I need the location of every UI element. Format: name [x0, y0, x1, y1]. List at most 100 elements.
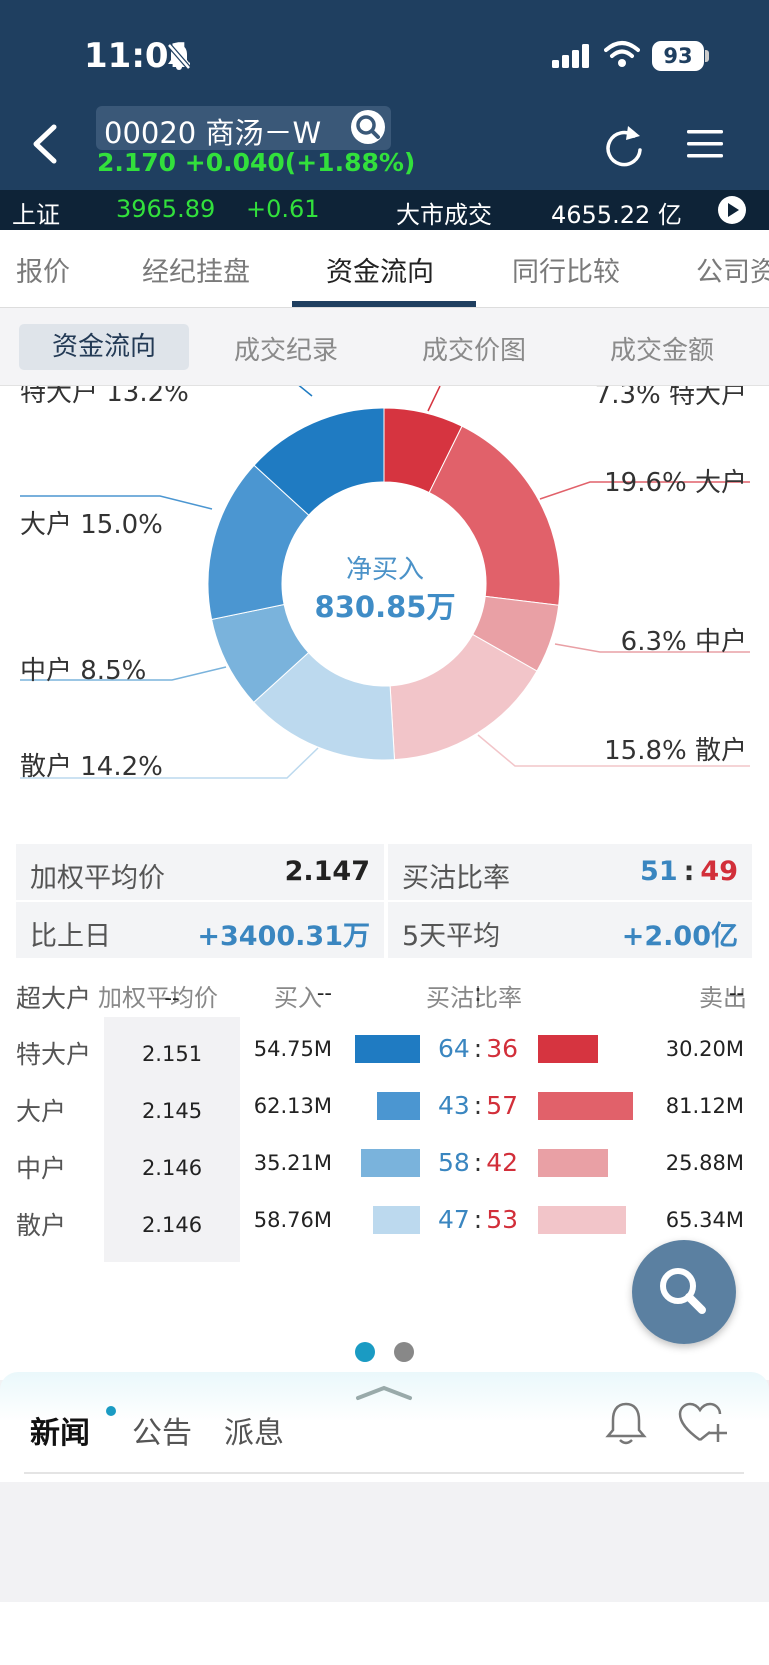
active-tab-indicator: [292, 301, 476, 307]
money-flow-chart: 7.3% 特大户 19.6% 大户 6.3% 中户 15.8% 散户 散户 14…: [0, 386, 769, 840]
net-buy-title: 净买入: [345, 555, 424, 585]
row-ratio-sell: 53: [486, 1205, 519, 1234]
bell-icon[interactable]: [604, 1400, 648, 1448]
row-ratio-sell: 36: [486, 1034, 519, 1063]
sub-tabs: 资金流向 成交纪录 成交价图 成交金额: [0, 308, 769, 386]
bell-muted-icon: [167, 43, 191, 70]
donut-slice-sell-1: [428, 425, 561, 606]
slice-label-sell-large: 19.6% 大户: [604, 468, 747, 498]
page-dot-2[interactable]: [394, 1342, 414, 1362]
subtab-price-chart[interactable]: 成交价图: [422, 336, 527, 366]
ratio-separator: :: [683, 856, 695, 887]
index-value: 3965.89: [116, 195, 216, 223]
turnover-value: 4655.22 亿: [551, 201, 682, 229]
prev-day-label: 比上日: [30, 921, 111, 952]
buy-share-bar: [361, 1149, 420, 1177]
row-ratio: 47:53: [418, 1205, 538, 1234]
drawer-handle-icon[interactable]: [354, 1384, 414, 1404]
five-day-cell: 5天平均 +2.00亿: [388, 902, 752, 958]
row-label: 散户: [16, 1211, 67, 1240]
slice-label-buy-large: 大户 15.0%: [20, 510, 163, 540]
row-buy-amount: 54.75M: [253, 1037, 332, 1061]
row-ratio-buy: 64: [437, 1034, 470, 1063]
row-label: 特大户: [16, 1040, 92, 1069]
slice-label-sell-retail: 15.8% 散户: [604, 736, 747, 766]
row-label: 大户: [16, 1097, 67, 1126]
leader-buy-retail: [20, 747, 319, 779]
floating-search-button[interactable]: [632, 1240, 736, 1344]
row-ratio-sell: 42: [486, 1148, 519, 1177]
back-arrow-icon[interactable]: [30, 124, 58, 164]
row-buy-amount: --: [316, 981, 332, 1005]
menu-icon[interactable]: [685, 128, 725, 160]
weighted-avg-value: 2.147: [284, 856, 370, 887]
page-dot-1[interactable]: [355, 1342, 375, 1362]
row-label: 中户: [16, 1154, 67, 1183]
row-sell-amount: 25.88M: [665, 1151, 744, 1175]
row-ratio-separator: :: [473, 1205, 483, 1234]
stock-price-change: 2.170 +0.040(+1.88%): [97, 148, 416, 177]
row-ratio: 43:57: [418, 1091, 538, 1120]
news-tab-news[interactable]: 新闻: [30, 1416, 90, 1451]
ratio-value: 51:49: [640, 856, 738, 887]
sell-share-bar: [538, 1092, 633, 1120]
prev-day-cell: 比上日 +3400.31万: [16, 902, 384, 958]
wifi-icon: [604, 41, 640, 67]
row-ratio-buy: 58: [437, 1148, 470, 1177]
magnifier-icon: [660, 1268, 706, 1314]
leader-sell-medium: [554, 643, 750, 653]
page-indicator: [0, 1330, 769, 1380]
index-change: +0.61: [246, 195, 320, 223]
battery-indicator: 93: [652, 41, 704, 71]
cellular-signal-icon: [552, 44, 589, 68]
news-tab-announcements[interactable]: 公告: [132, 1416, 192, 1451]
row-buy-amount: 35.21M: [253, 1151, 332, 1175]
weighted-avg-label: 加权平均价: [30, 863, 165, 894]
row-weighted-avg: 2.151: [141, 1042, 203, 1066]
prev-day-value: +3400.31万: [197, 921, 370, 952]
row-ratio-separator: :: [473, 1091, 483, 1120]
stock-name: 00020 商汤－W: [104, 116, 322, 150]
stock-selector[interactable]: 00020 商汤－W: [96, 106, 391, 150]
row-ratio-separator: :: [473, 978, 483, 1007]
news-panel: 新闻 公告 派息: [0, 1372, 769, 1482]
buy-share-bar: [355, 1035, 420, 1063]
subtab-trade-record[interactable]: 成交纪录: [234, 336, 339, 366]
refresh-icon[interactable]: [602, 122, 646, 170]
weighted-avg-cell: 加权平均价 2.147: [16, 844, 384, 900]
tab-peer-comparison[interactable]: 同行比较: [512, 257, 620, 288]
sell-share-bar: [538, 1149, 608, 1177]
tab-broker-queue[interactable]: 经纪挂盘: [142, 257, 250, 288]
row-ratio: :: [418, 978, 538, 1007]
row-ratio-separator: :: [473, 1034, 483, 1063]
ratio-sell: 49: [700, 856, 738, 887]
market-ticker-bar[interactable]: 上证 3965.89 +0.61 大市成交 4655.22 亿: [0, 190, 769, 230]
tab-quote[interactable]: 报价: [16, 257, 70, 288]
search-icon[interactable]: [351, 110, 385, 144]
sell-share-bar: [538, 1035, 598, 1063]
favorite-add-icon[interactable]: [678, 1402, 730, 1446]
header-weighted-avg: 加权平均价: [98, 984, 218, 1012]
five-day-value: +2.00亿: [621, 921, 738, 952]
row-ratio-buy: 43: [437, 1091, 470, 1120]
slice-label-buy-retail: 散户 14.2%: [20, 752, 163, 782]
ratio-buy: 51: [640, 856, 678, 887]
summary-panel: 加权平均价 2.147 买沽比率 51:49 比上日 +3400.31万 5天平…: [0, 840, 769, 960]
play-icon[interactable]: [718, 196, 746, 224]
row-ratio-separator: :: [473, 1148, 483, 1177]
leader-sell-large: [539, 481, 750, 500]
row-sell-amount: 30.20M: [665, 1037, 744, 1061]
donut-chart: [20, 386, 750, 779]
tab-company-info[interactable]: 公司资: [696, 257, 769, 288]
subtab-turnover[interactable]: 成交金额: [610, 336, 715, 366]
row-ratio: 64:36: [418, 1034, 538, 1063]
slice-label-buy-medium: 中户 8.5%: [20, 656, 147, 686]
tab-money-flow[interactable]: 资金流向: [326, 257, 434, 288]
news-tab-dividends[interactable]: 派息: [224, 1416, 284, 1451]
row-buy-amount: 62.13M: [253, 1094, 332, 1118]
row-weighted-avg: 2.145: [141, 1099, 203, 1123]
leader-buy-medium: [20, 666, 227, 681]
news-content-area: [0, 1482, 769, 1602]
leader-buy-super: [298, 386, 313, 397]
subtab-money-flow[interactable]: 资金流向: [19, 324, 189, 370]
